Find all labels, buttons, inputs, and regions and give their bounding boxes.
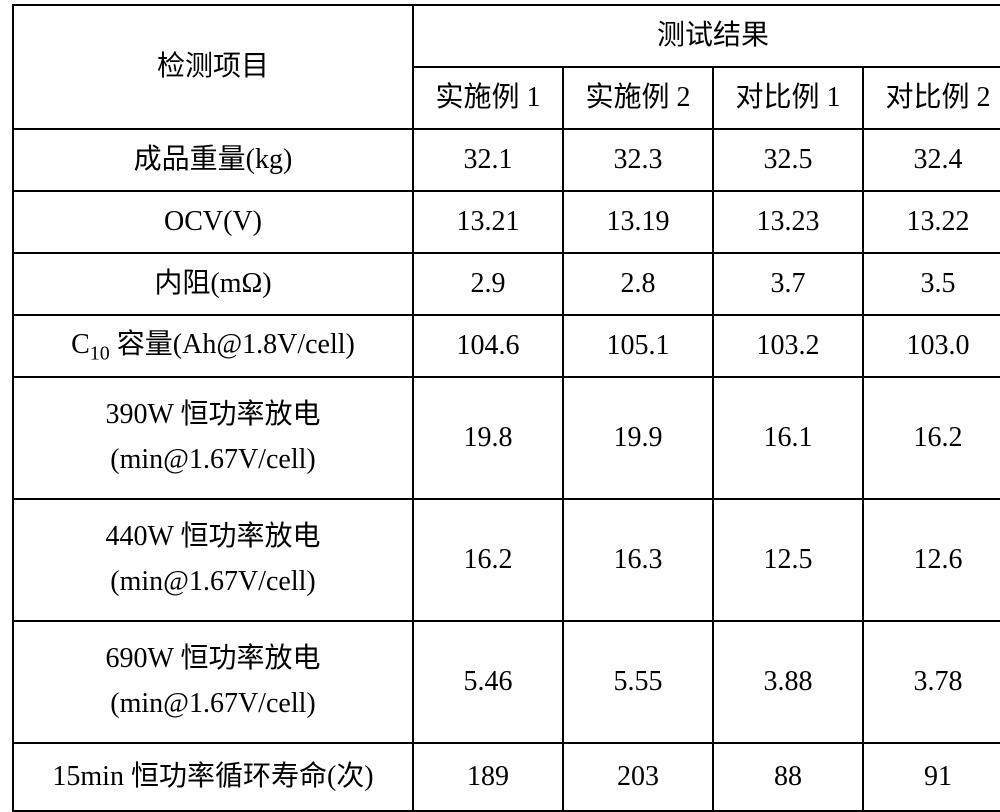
cell: 19.9 xyxy=(563,377,713,499)
cell: 3.88 xyxy=(713,621,863,743)
c10-suffix: 容量(Ah@1.8V/cell) xyxy=(110,329,355,360)
cell: 16.2 xyxy=(863,377,1000,499)
cell: 103.2 xyxy=(713,315,863,377)
cell: 5.55 xyxy=(563,621,713,743)
cell: 203 xyxy=(563,743,713,811)
cell: 3.5 xyxy=(863,253,1000,315)
row-label-ocv: OCV(V) xyxy=(13,191,413,253)
col-header-2: 实施例 2 xyxy=(563,67,713,129)
col-header-4: 对比例 2 xyxy=(863,67,1000,129)
cell: 13.22 xyxy=(863,191,1000,253)
label-line1: 690W 恒功率放电 xyxy=(106,643,321,674)
label-line2: (min@1.67V/cell) xyxy=(110,566,315,597)
header-row-1: 检测项目 测试结果 xyxy=(13,5,1000,67)
row-label-690w: 690W 恒功率放电 (min@1.67V/cell) xyxy=(13,621,413,743)
col-header-1: 实施例 1 xyxy=(413,67,563,129)
c10-sub: 10 xyxy=(90,342,110,364)
label-line2: (min@1.67V/cell) xyxy=(110,444,315,475)
table-row: 成品重量(kg) 32.1 32.3 32.5 32.4 xyxy=(13,129,1000,191)
row-label-weight: 成品重量(kg) xyxy=(13,129,413,191)
table-row: 440W 恒功率放电 (min@1.67V/cell) 16.2 16.3 12… xyxy=(13,499,1000,621)
cell: 13.21 xyxy=(413,191,563,253)
label-line1: 440W 恒功率放电 xyxy=(106,521,321,552)
cell: 88 xyxy=(713,743,863,811)
cell: 103.0 xyxy=(863,315,1000,377)
table-row: 15min 恒功率循环寿命(次) 189 203 88 91 xyxy=(13,743,1000,811)
cell: 16.2 xyxy=(413,499,563,621)
col-header-3: 对比例 1 xyxy=(713,67,863,129)
cell: 16.1 xyxy=(713,377,863,499)
label-line2: (min@1.67V/cell) xyxy=(110,688,315,719)
cell: 105.1 xyxy=(563,315,713,377)
cell: 3.78 xyxy=(863,621,1000,743)
header-group-label: 测试结果 xyxy=(413,5,1000,67)
cell: 13.19 xyxy=(563,191,713,253)
label-line1: 390W 恒功率放电 xyxy=(106,399,321,430)
table-row: 内阻(mΩ) 2.9 2.8 3.7 3.5 xyxy=(13,253,1000,315)
header-row-label: 检测项目 xyxy=(13,5,413,129)
cell: 16.3 xyxy=(563,499,713,621)
cell: 32.3 xyxy=(563,129,713,191)
row-label-c10: C10 容量(Ah@1.8V/cell) xyxy=(13,315,413,377)
results-table: 检测项目 测试结果 实施例 1 实施例 2 对比例 1 对比例 2 成品重量(k… xyxy=(12,4,1000,812)
row-label-cycle: 15min 恒功率循环寿命(次) xyxy=(13,743,413,811)
cell: 3.7 xyxy=(713,253,863,315)
row-label-ir: 内阻(mΩ) xyxy=(13,253,413,315)
cell: 2.8 xyxy=(563,253,713,315)
cell: 32.4 xyxy=(863,129,1000,191)
row-label-390w: 390W 恒功率放电 (min@1.67V/cell) xyxy=(13,377,413,499)
cell: 13.23 xyxy=(713,191,863,253)
table-row: C10 容量(Ah@1.8V/cell) 104.6 105.1 103.2 1… xyxy=(13,315,1000,377)
cell: 189 xyxy=(413,743,563,811)
cell: 32.5 xyxy=(713,129,863,191)
cell: 5.46 xyxy=(413,621,563,743)
c10-prefix: C xyxy=(71,329,90,360)
cell: 2.9 xyxy=(413,253,563,315)
table-row: 690W 恒功率放电 (min@1.67V/cell) 5.46 5.55 3.… xyxy=(13,621,1000,743)
cell: 12.6 xyxy=(863,499,1000,621)
cell: 12.5 xyxy=(713,499,863,621)
cell: 91 xyxy=(863,743,1000,811)
table-row: OCV(V) 13.21 13.19 13.23 13.22 xyxy=(13,191,1000,253)
table-row: 390W 恒功率放电 (min@1.67V/cell) 19.8 19.9 16… xyxy=(13,377,1000,499)
cell: 32.1 xyxy=(413,129,563,191)
cell: 19.8 xyxy=(413,377,563,499)
cell: 104.6 xyxy=(413,315,563,377)
row-label-440w: 440W 恒功率放电 (min@1.67V/cell) xyxy=(13,499,413,621)
